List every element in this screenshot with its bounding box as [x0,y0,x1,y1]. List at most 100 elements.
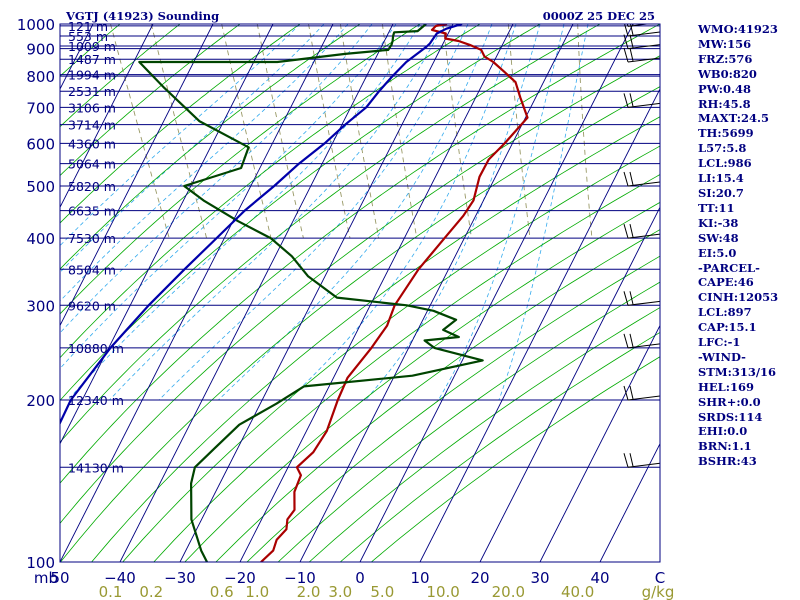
temperature-line [260,24,529,562]
temperature-tick-label: −10 [284,569,316,587]
pressure-tick-label: 400 [26,230,55,248]
height-label: 4360 m [68,136,116,151]
wind-barb [627,300,660,306]
index-line: -WIND- [698,349,746,364]
wind-barb-flag [629,291,634,305]
index-line: SW:48 [698,230,739,245]
height-label: 8504 m [68,262,116,277]
wind-barb [627,181,660,187]
wind-barb-flag [623,47,629,63]
wind-barb [627,31,660,37]
height-label: 1487 m [68,52,116,67]
wind-barb [627,462,660,468]
valid-time: 0000Z 25 DEC 25 [543,9,655,23]
wind-barb [627,395,660,401]
wind-barb-flag [623,333,629,349]
pressure-tick-label: 300 [26,297,55,315]
pressure-tick-label: 900 [26,41,55,59]
moist-adiabat-line [218,24,493,401]
height-label: 1009 m [68,39,116,54]
wind-barb [627,57,660,63]
index-line: CAPE:46 [698,275,754,290]
index-line: LCL:986 [698,156,752,171]
height-label: 5064 m [68,157,116,172]
plot-area [60,24,660,562]
mixing-ratio-label: 0.6 [210,583,234,600]
index-line: EHI:0.0 [698,424,748,439]
index-line: PW:0.48 [698,81,752,96]
index-line: CAP:15.1 [698,320,757,335]
index-line: LFC:-1 [698,335,741,350]
wind-barb-flag [623,453,629,468]
height-label: 10880 m [68,341,124,356]
height-label: 14130 m [68,460,124,475]
dry-adiabat-line [60,24,121,77]
mixing-ratio-label: 40.0 [561,583,594,600]
pressure-tick-label: 700 [26,99,55,117]
temperature-tick-label: 10 [410,569,429,587]
index-line: FRZ:576 [698,51,753,66]
wind-barb-flag [623,171,629,187]
isotherm-line [60,24,214,327]
moist-adiabat-line [365,24,541,401]
height-label: 5820 m [68,179,116,194]
index-line: MW:156 [698,36,752,51]
isotherms [60,24,660,562]
temperature-tick-label: 50 [50,569,69,587]
index-line: -PARCEL- [698,260,760,275]
index-line: EI:5.0 [698,245,737,260]
index-line: LI:15.4 [698,171,744,186]
index-line: HEL:169 [698,379,754,394]
pressure-tick-label: 600 [26,135,55,153]
index-line: SI:20.7 [698,185,744,200]
temperature-tick-label: −40 [104,569,136,587]
isotherm-line [599,442,660,562]
height-label: 7530 m [68,231,116,246]
temperature-tick-label: 40 [590,569,609,587]
wind-barb-flag [629,171,634,186]
wind-barb-flag [629,34,634,48]
plot-frame [59,23,661,563]
mixing-ratio-label: 5.0 [370,583,394,600]
index-line: SHR+:0.0 [698,394,761,409]
wind-barb [627,343,660,349]
pressure-tick-label: 500 [26,178,55,196]
isobars [60,24,660,562]
mixing-ratio-label: 2.0 [297,583,321,600]
mixing-ratio-label: 20.0 [492,583,525,600]
mixing-ratio-label: 0.2 [139,583,163,600]
index-line: L57:5.8 [698,141,747,156]
mixing-ratio-unit-label: g/kg [642,583,675,600]
wind-barb-flag [629,453,634,467]
mixing-ratio-label: 10.0 [426,583,459,600]
wind-barb-flag [623,385,629,401]
isotherm-line [359,24,634,562]
wind-barb [627,44,660,50]
wind-barb-flag [623,291,629,306]
isotherm-line [60,24,334,562]
wind-barb-flag [623,34,629,49]
wind-barb [627,233,660,239]
isotherm-line [119,24,394,562]
dewpoint-line [138,24,484,562]
indices-panel: WMO:41923 MW:156 FRZ:576 WB0:820 PW:0.48 RH:4… [698,22,800,469]
index-line: LCL:897 [698,305,752,320]
mixing-ratio-label: 1.0 [245,583,269,600]
height-label: 121 m [68,19,108,34]
index-line: WB0:820 [698,66,757,81]
pressure-unit-label: mb [34,569,58,587]
pressure-tick-label: 1000 [17,16,55,34]
wind-barb [627,102,660,108]
wind-barb-flag [623,223,629,239]
height-label: 2531 m [68,84,116,99]
index-line: SRDS:114 [698,409,763,424]
index-line: BRN:1.1 [698,439,752,454]
isotherm-line [539,324,660,562]
index-line: CINH:12053 [698,290,779,305]
index-line: WMO:41923 [698,22,778,36]
isotherm-line [419,88,660,562]
isotherm-line [479,206,660,562]
temperature-tick-label: 20 [470,569,489,587]
